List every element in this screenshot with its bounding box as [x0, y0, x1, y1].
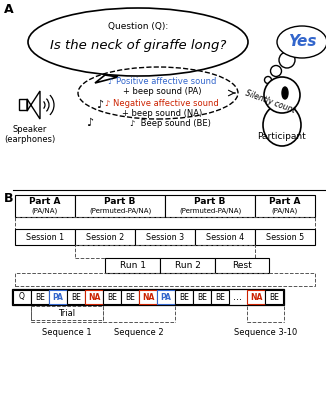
Text: Session 4: Session 4	[206, 232, 244, 242]
Text: BE: BE	[107, 292, 117, 302]
Text: Session 3: Session 3	[146, 232, 184, 242]
Bar	[255, 195, 315, 217]
Bar	[160, 258, 215, 273]
Text: ♪: ♪	[96, 100, 104, 110]
Bar	[215, 258, 269, 273]
Text: Sequence 1: Sequence 1	[42, 328, 92, 337]
Text: Sequence 3-10: Sequence 3-10	[234, 328, 297, 337]
Text: (PA/NA): (PA/NA)	[272, 208, 298, 214]
Text: Speaker
(earphones): Speaker (earphones)	[4, 125, 56, 144]
Bar	[85, 290, 103, 304]
Text: ♪  Beep sound (BE): ♪ Beep sound (BE)	[129, 118, 211, 128]
Text: Participant: Participant	[258, 132, 306, 141]
Text: BE: BE	[35, 292, 45, 302]
Text: Part B: Part B	[104, 198, 136, 206]
Text: NA: NA	[250, 292, 262, 302]
Text: Yes: Yes	[288, 34, 316, 50]
Text: Part A: Part A	[29, 198, 61, 206]
Ellipse shape	[263, 104, 301, 146]
Text: BE: BE	[71, 292, 81, 302]
Circle shape	[264, 76, 272, 84]
Text: BE: BE	[215, 292, 225, 302]
Text: + beep sound (PA): + beep sound (PA)	[123, 88, 201, 96]
Bar	[105, 258, 160, 273]
Text: (Permuted-PA/NA): (Permuted-PA/NA)	[89, 208, 151, 214]
Text: (PA/NA): (PA/NA)	[32, 208, 58, 214]
Text: Q: Q	[19, 292, 25, 302]
Text: ...: ...	[233, 292, 243, 302]
Text: Is the neck of giraffe long?: Is the neck of giraffe long?	[50, 38, 226, 52]
Bar	[67, 290, 85, 304]
Text: (Permuted-PA/NA): (Permuted-PA/NA)	[179, 208, 241, 214]
Bar	[31, 290, 49, 304]
Circle shape	[264, 77, 300, 113]
Bar	[193, 290, 211, 304]
Bar	[75, 195, 165, 217]
Text: Rest: Rest	[232, 261, 252, 270]
Bar	[195, 229, 255, 245]
Bar	[247, 290, 265, 304]
Circle shape	[271, 66, 281, 76]
Bar	[75, 245, 255, 258]
Bar	[103, 290, 121, 304]
Bar	[75, 229, 135, 245]
Ellipse shape	[277, 26, 326, 58]
Ellipse shape	[28, 8, 248, 76]
Bar	[31, 306, 103, 320]
Text: Run 1: Run 1	[120, 261, 145, 270]
Bar	[15, 195, 75, 217]
Text: B: B	[4, 192, 13, 205]
Bar	[19, 99, 27, 110]
Text: BE: BE	[197, 292, 207, 302]
Text: Silently count: Silently count	[244, 89, 296, 115]
Bar	[255, 229, 315, 245]
Bar	[12, 289, 284, 305]
Bar	[15, 217, 315, 230]
Bar	[157, 290, 175, 304]
Bar	[175, 290, 193, 304]
Polygon shape	[95, 75, 118, 83]
Bar	[135, 229, 195, 245]
Bar	[165, 195, 255, 217]
Bar	[49, 290, 67, 304]
Circle shape	[279, 52, 295, 68]
Bar	[15, 273, 315, 286]
Bar	[15, 229, 75, 245]
Text: PA: PA	[161, 292, 171, 302]
Text: Run 2: Run 2	[174, 261, 200, 270]
Text: NA: NA	[142, 292, 154, 302]
Text: BE: BE	[179, 292, 189, 302]
Bar	[265, 290, 283, 304]
Text: NA: NA	[88, 292, 100, 302]
Bar	[211, 290, 229, 304]
Text: BE: BE	[269, 292, 279, 302]
Text: A: A	[4, 3, 14, 16]
Text: PA: PA	[52, 292, 64, 302]
Text: Trial: Trial	[58, 308, 76, 318]
Text: BE: BE	[125, 292, 135, 302]
Text: Session 1: Session 1	[26, 232, 64, 242]
Text: Part A: Part A	[269, 198, 301, 206]
Text: Sequence 2: Sequence 2	[114, 328, 164, 337]
Text: ♪ Negative affective sound: ♪ Negative affective sound	[105, 100, 219, 108]
Bar	[121, 290, 139, 304]
Text: Question (Q):: Question (Q):	[108, 22, 168, 32]
Text: Session 2: Session 2	[86, 232, 124, 242]
Text: + beep sound (NA): + beep sound (NA)	[122, 110, 202, 118]
Text: Part B: Part B	[194, 198, 226, 206]
Bar	[13, 290, 31, 304]
Text: ♪: ♪	[86, 118, 94, 128]
Text: Session 5: Session 5	[266, 232, 304, 242]
Bar	[139, 290, 157, 304]
Ellipse shape	[282, 87, 288, 99]
Text: ♪ Positive affective sound: ♪ Positive affective sound	[108, 78, 216, 86]
